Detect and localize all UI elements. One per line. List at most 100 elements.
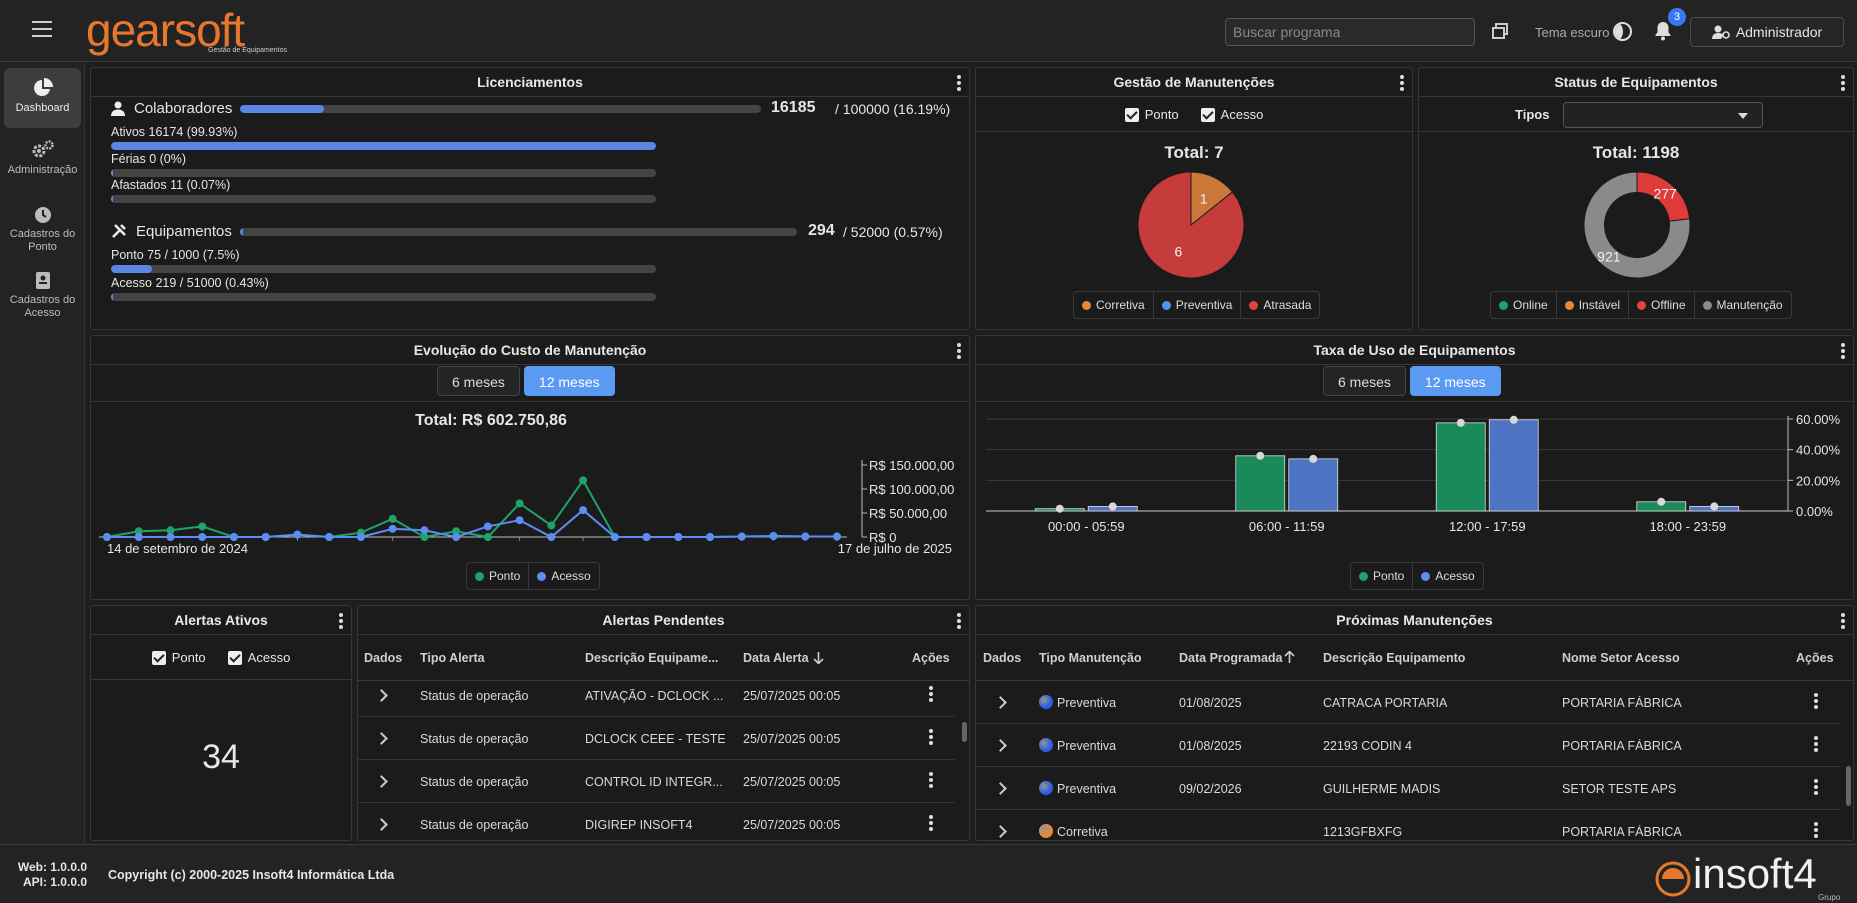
column-header[interactable]: Tipo Alerta	[420, 651, 485, 665]
more-options-icon[interactable]	[957, 343, 961, 361]
sort-down-icon[interactable]	[813, 652, 824, 664]
data-point[interactable]	[134, 533, 143, 541]
legend-item[interactable]: Atrasada	[1241, 292, 1319, 318]
legend-item[interactable]: Corretiva	[1074, 292, 1154, 318]
sort-up-icon[interactable]	[1284, 651, 1295, 663]
legend-item[interactable]: Offline	[1629, 292, 1695, 318]
data-point[interactable]	[610, 533, 619, 541]
expand-row-icon[interactable]	[375, 732, 388, 745]
table-row[interactable]: Corretiva 1213GFBXFG PORTARIA FÁBRICA	[976, 810, 1841, 840]
column-header[interactable]: Nome Setor Acesso	[1562, 651, 1680, 665]
data-point[interactable]	[388, 514, 397, 523]
data-point[interactable]	[198, 533, 207, 541]
expand-row-icon[interactable]	[375, 818, 388, 831]
sidebar-item-cadastros-acesso[interactable]: Cadastros do Acesso	[4, 271, 81, 331]
ponto-checkbox[interactable]: Ponto	[1124, 107, 1179, 122]
acesso-checkbox[interactable]: Acesso	[227, 650, 290, 665]
expand-row-icon[interactable]	[994, 825, 1007, 838]
data-point[interactable]	[642, 533, 651, 541]
data-point[interactable]	[674, 533, 683, 541]
table-row[interactable]: Status de operação DCLOCK CEEE - TESTE 25/…	[358, 717, 955, 760]
column-header[interactable]: Data Programada	[1179, 651, 1283, 665]
table-row[interactable]: Status de operação CONTROL ID INTEGR... 25…	[358, 760, 955, 803]
data-point[interactable]	[483, 522, 492, 531]
data-point[interactable]	[706, 533, 715, 541]
row-actions-icon[interactable]	[929, 772, 933, 790]
more-options-icon[interactable]	[1841, 343, 1845, 361]
scrollbar-thumb[interactable]	[962, 722, 967, 742]
data-point[interactable]	[833, 532, 841, 541]
row-actions-icon[interactable]	[1814, 822, 1818, 840]
tipos-select[interactable]	[1563, 102, 1763, 128]
pie-slice[interactable]	[1137, 171, 1245, 279]
expand-row-icon[interactable]	[994, 696, 1007, 709]
more-options-icon[interactable]	[957, 75, 961, 93]
data-point[interactable]	[515, 516, 524, 525]
sidebar-item-cadastros-ponto[interactable]: Cadastros do Ponto	[4, 206, 81, 266]
period-6-button[interactable]: 6 meses	[437, 366, 520, 396]
bar[interactable]	[1288, 458, 1339, 512]
data-point[interactable]	[547, 521, 556, 530]
row-actions-icon[interactable]	[929, 815, 933, 833]
data-point[interactable]	[198, 522, 207, 531]
expand-row-icon[interactable]	[375, 775, 388, 788]
hamburger-menu-icon[interactable]	[32, 21, 52, 39]
column-header[interactable]: Descrição Equipamento	[1323, 651, 1466, 665]
search-input[interactable]	[1225, 18, 1475, 46]
row-actions-icon[interactable]	[929, 729, 933, 747]
legend-item[interactable]: Manutenção	[1695, 292, 1791, 318]
bell-icon[interactable]	[1654, 21, 1672, 41]
data-point[interactable]	[547, 533, 556, 541]
bar[interactable]	[1488, 419, 1539, 512]
data-point[interactable]	[452, 527, 461, 536]
data-point[interactable]	[388, 524, 397, 533]
more-options-icon[interactable]	[957, 613, 961, 631]
period-6-button[interactable]: 6 meses	[1323, 366, 1406, 396]
sidebar-item-administracao[interactable]: Administração	[4, 140, 81, 190]
data-point[interactable]	[452, 533, 461, 541]
sidebar-item-dashboard[interactable]: Dashboard	[4, 68, 81, 128]
scrollbar-thumb[interactable]	[1846, 766, 1851, 806]
legend-item[interactable]: Ponto	[467, 563, 530, 589]
data-point[interactable]	[483, 533, 492, 541]
data-point[interactable]	[293, 530, 302, 539]
more-options-icon[interactable]	[1841, 613, 1845, 631]
data-point[interactable]	[166, 526, 175, 535]
legend-item[interactable]: Preventiva	[1154, 292, 1242, 318]
expand-row-icon[interactable]	[994, 739, 1007, 752]
dark-theme-toggle-icon[interactable]	[1613, 22, 1632, 41]
table-row[interactable]: Preventiva 01/08/2025 CATRACA PORTARIA PORT…	[976, 681, 1841, 724]
data-point[interactable]	[261, 533, 270, 541]
legend-item[interactable]: Ponto	[1351, 563, 1414, 589]
table-row[interactable]: Preventiva 09/02/2026 GUILHERME MADIS SETOR…	[976, 767, 1841, 810]
data-point[interactable]	[737, 532, 746, 541]
row-actions-icon[interactable]	[1814, 736, 1818, 754]
data-point[interactable]	[420, 526, 429, 535]
row-actions-icon[interactable]	[1814, 779, 1818, 797]
table-row[interactable]: Status de operação ATIVAÇÃO - DCLOCK ... 2…	[358, 674, 955, 717]
data-point[interactable]	[420, 533, 429, 541]
more-options-icon[interactable]	[339, 613, 343, 631]
period-12-button[interactable]: 12 meses	[523, 366, 615, 396]
expand-row-icon[interactable]	[375, 689, 388, 702]
more-options-icon[interactable]	[1841, 75, 1845, 93]
column-header[interactable]: Tipo Manutenção	[1039, 651, 1142, 665]
row-actions-icon[interactable]	[1814, 693, 1818, 711]
user-menu-button[interactable]: Administrador	[1690, 17, 1844, 47]
data-point[interactable]	[166, 533, 175, 541]
data-point[interactable]	[515, 499, 524, 508]
gearsoft-logo[interactable]: gearsoft Gestão de Equipamentos	[86, 7, 287, 56]
data-point[interactable]	[325, 533, 334, 541]
legend-item[interactable]: Instável	[1557, 292, 1630, 318]
ponto-checkbox[interactable]: Ponto	[151, 650, 206, 665]
legend-item[interactable]: Online	[1491, 292, 1557, 318]
data-point[interactable]	[356, 533, 365, 541]
data-point[interactable]	[801, 532, 810, 541]
windows-icon[interactable]	[1491, 22, 1509, 40]
row-actions-icon[interactable]	[929, 686, 933, 704]
data-point[interactable]	[229, 533, 238, 541]
expand-row-icon[interactable]	[994, 782, 1007, 795]
column-header[interactable]: Descrição Equipame...	[585, 651, 719, 665]
legend-item[interactable]: Acesso	[529, 563, 598, 589]
more-options-icon[interactable]	[1400, 75, 1404, 93]
